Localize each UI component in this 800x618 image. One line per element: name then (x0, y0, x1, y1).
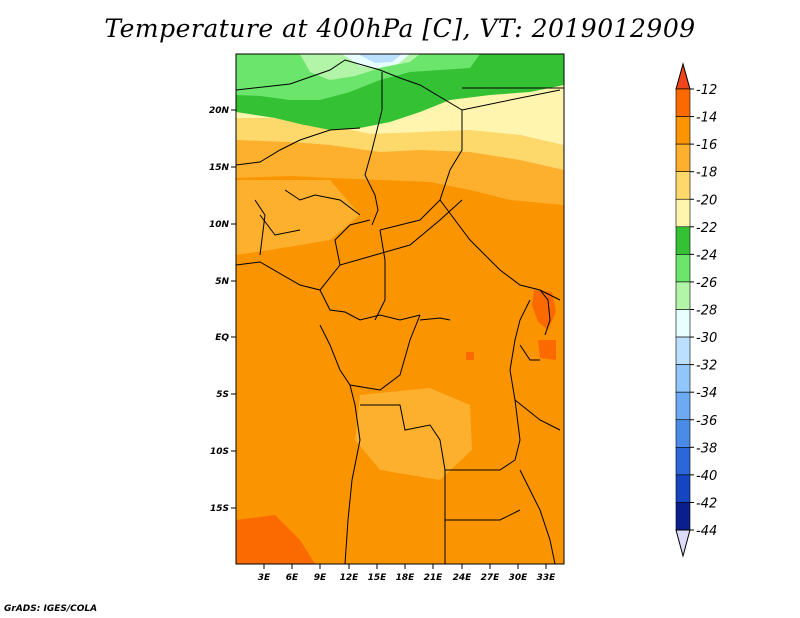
colorbar-bin (675, 474, 691, 503)
lat-label: EQ (215, 333, 229, 343)
lon-label: 12E (340, 573, 360, 583)
map-frame (235, 53, 565, 565)
colorbar-label: -30 (696, 331, 717, 346)
colorbar-labels: -12 -14 -16 -18 -20 -22 -24 -26 -28 -30 -32 -34 -36 -… (690, 83, 717, 539)
colorbar-label: -26 (696, 276, 717, 291)
lat-label: 10S (210, 447, 229, 457)
lon-label: 3E (258, 573, 271, 583)
colorbar-bin (675, 336, 691, 365)
lon-label: 18E (396, 573, 416, 583)
lat-label: 15N (209, 163, 230, 173)
colorbar-label: -28 (696, 304, 717, 319)
colorbar-bin (675, 171, 691, 200)
colorbar-bin (675, 419, 691, 448)
colorbar-label: -12 (696, 83, 717, 98)
lat-label: 20N (209, 106, 230, 116)
colorbar-label: -42 (696, 496, 717, 511)
colorbar-bin (675, 447, 691, 476)
lon-label: 30E (509, 573, 529, 583)
colorbar-bin (675, 143, 691, 172)
lon-label: 33E (537, 573, 557, 583)
lon-label: 24E (453, 573, 473, 583)
lon-label: 9E (314, 573, 327, 583)
longitude-axis: 3E 6E 9E 12E 15E 18E 21E 24E 27E 30E 33E (258, 564, 556, 583)
colorbar-bin (675, 391, 691, 421)
lat-label: 15S (210, 504, 229, 514)
colorbar-label: -22 (696, 221, 717, 236)
lat-label: 10N (209, 220, 230, 230)
grads-credit: GrADS: IGES/COLA (4, 604, 98, 614)
colorbar-top-arrow (675, 62, 691, 90)
temperature-field (236, 54, 564, 564)
colorbar-label: -16 (696, 138, 717, 153)
colorbar-bin (675, 281, 691, 310)
colorbar-bin (675, 364, 691, 393)
colorbar-label: -18 (696, 166, 717, 181)
colorbar-label: -24 (696, 248, 717, 263)
colorbar-bin (675, 254, 691, 283)
colorbar-label: -14 (696, 111, 717, 126)
lon-label: 27E (481, 573, 501, 583)
colorbar-bin (675, 116, 691, 145)
lon-label: 21E (424, 573, 444, 583)
lon-label: 6E (286, 573, 299, 583)
colorbar-label: -34 (696, 386, 717, 401)
latitude-axis: 20N 15N 10N 5N EQ 5S 10S 15S (209, 106, 236, 514)
chart-title: Temperature at 400hPa [C], VT: 201901290… (104, 14, 696, 43)
colorbar-label: -20 (696, 193, 717, 208)
colorbar-label: -40 (696, 469, 717, 484)
colorbar-bottom-arrow (675, 529, 691, 558)
colorbar-label: -38 (696, 441, 717, 456)
colorbar-bin (675, 309, 691, 338)
colorbar-label: -32 (696, 359, 717, 374)
colorbar-label: -44 (696, 524, 717, 539)
colorbar: -12 -14 -16 -18 -20 -22 -24 -26 -28 -30 -32 -34 -36 -… (675, 62, 717, 558)
lat-label: 5N (215, 277, 229, 287)
lon-label: 15E (368, 573, 388, 583)
colorbar-bin (675, 226, 691, 255)
colorbar-bin (675, 198, 691, 228)
colorbar-label: -36 (696, 414, 717, 429)
lat-label: 5S (216, 390, 229, 400)
colorbar-bins (675, 88, 691, 531)
colorbar-bin (675, 88, 691, 117)
country-borders (236, 59, 564, 564)
colorbar-bin (675, 502, 691, 531)
